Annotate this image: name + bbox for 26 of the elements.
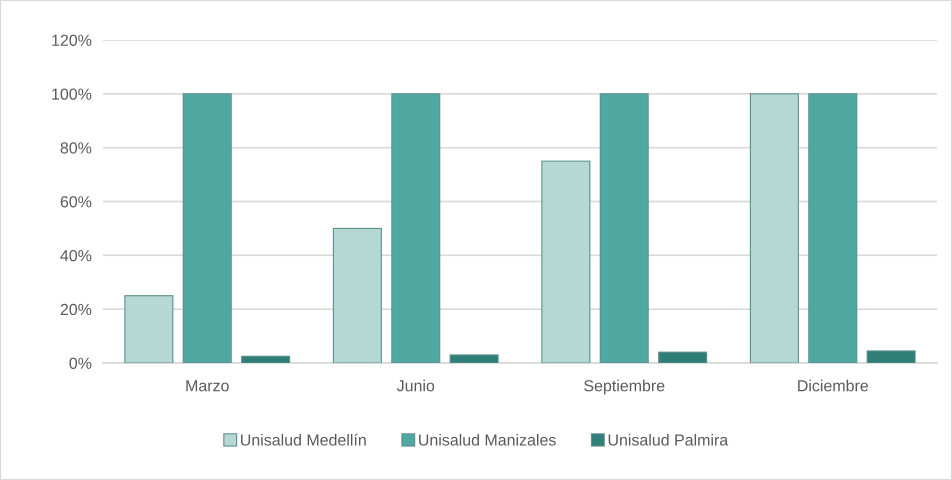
legend-label: Unisalud Medellín bbox=[241, 434, 366, 446]
x-tick-label: Septiembre bbox=[584, 380, 664, 395]
y-tick-label: 80% bbox=[60, 142, 92, 154]
bar bbox=[866, 350, 916, 363]
x-tick-label: Marzo bbox=[186, 380, 229, 392]
y-tick-label: 120% bbox=[52, 34, 92, 46]
legend-label: Unisalud Palmira bbox=[608, 434, 728, 446]
bar bbox=[241, 356, 290, 363]
y-tick-label: 40% bbox=[60, 250, 92, 262]
y-tick-label: 60% bbox=[60, 196, 92, 208]
bar bbox=[750, 93, 799, 363]
bar bbox=[808, 93, 858, 363]
x-tick-label: Junio bbox=[396, 380, 434, 392]
bar bbox=[182, 93, 232, 363]
legend-label: Unisalud Manizales bbox=[419, 434, 556, 446]
bar bbox=[658, 352, 708, 363]
bar bbox=[600, 93, 649, 363]
y-tick-label: 20% bbox=[60, 304, 92, 316]
bar bbox=[124, 295, 174, 363]
y-tick-label: 100% bbox=[52, 88, 92, 100]
x-tick-label: Diciembre bbox=[798, 380, 868, 392]
bar bbox=[541, 160, 590, 363]
y-tick-label: 0% bbox=[69, 358, 92, 369]
bar bbox=[332, 228, 382, 363]
bar bbox=[391, 93, 440, 363]
bar bbox=[450, 354, 499, 363]
